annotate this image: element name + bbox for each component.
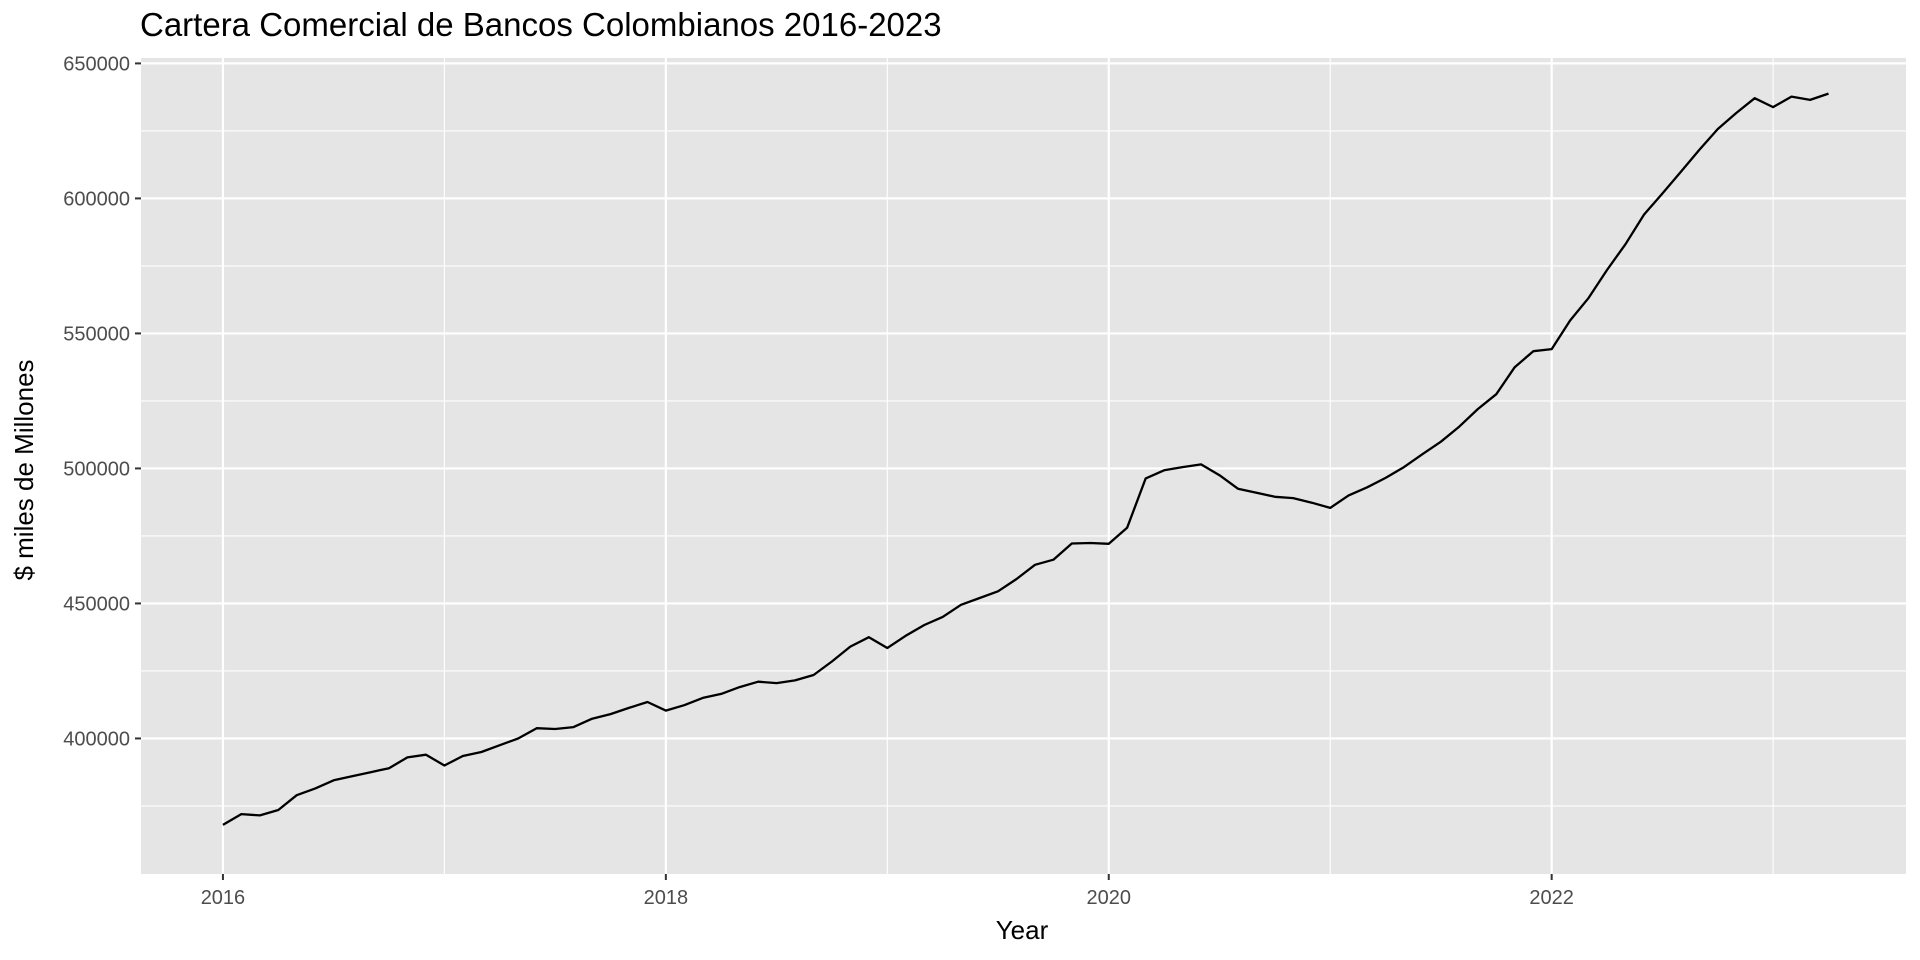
x-axis-title: Year <box>996 915 1049 945</box>
chart-title: Cartera Comercial de Bancos Colombianos … <box>140 6 942 43</box>
series-layer <box>222 92 1829 826</box>
x-tick-label: 2016 <box>201 887 246 909</box>
x-tick-label: 2020 <box>1087 887 1132 909</box>
y-tick-label: 450000 <box>63 593 130 615</box>
y-tick-label: 500000 <box>63 458 130 480</box>
y-tick-label: 600000 <box>63 188 130 210</box>
major-gridlines <box>141 58 1906 874</box>
y-tick-label: 650000 <box>63 53 130 75</box>
plot-panel <box>141 58 1906 874</box>
y-axis-ticks: 400000 450000 500000 550000 600000 650000 <box>63 53 141 750</box>
series-line <box>222 92 1829 826</box>
x-tick-label: 2018 <box>644 887 689 909</box>
x-axis-ticks: 2016 2018 2020 2022 <box>201 874 1574 909</box>
y-tick-label: 400000 <box>63 728 130 750</box>
y-axis-title: $ miles de Millones <box>9 359 39 580</box>
x-tick-label: 2022 <box>1529 887 1574 909</box>
y-tick-label: 550000 <box>63 323 130 345</box>
